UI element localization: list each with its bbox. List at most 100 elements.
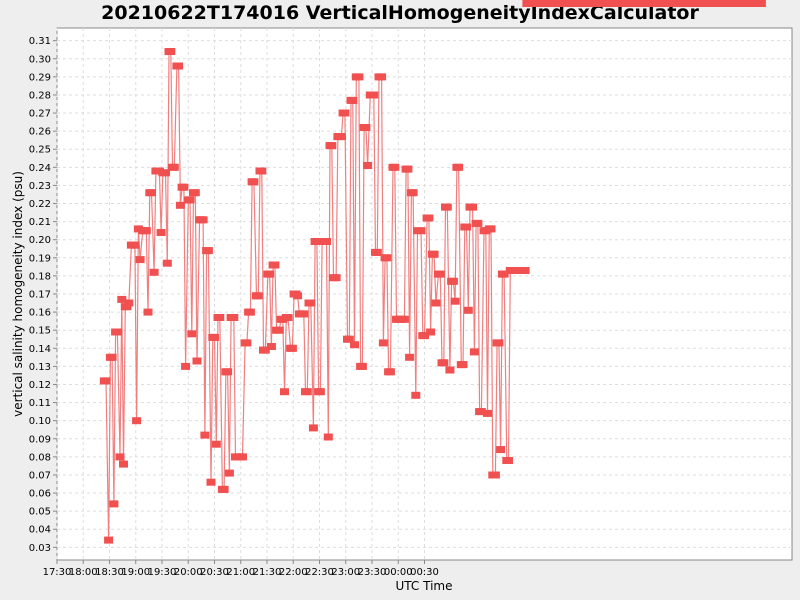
data-point [215, 314, 225, 321]
data-point [187, 330, 197, 338]
data-point [442, 203, 452, 211]
data-point [486, 225, 496, 233]
data-point [439, 359, 449, 367]
y-tick-label: 0.28 [29, 90, 51, 101]
y-tick-label: 0.11 [29, 398, 51, 409]
data-point [135, 256, 145, 264]
data-point [751, 0, 761, 7]
data-point [458, 361, 468, 369]
x-tick-label: 17:30 [43, 567, 72, 578]
data-point [416, 227, 426, 235]
data-point [377, 73, 387, 81]
data-point [117, 295, 127, 303]
data-point [107, 353, 117, 361]
data-point [302, 388, 312, 396]
data-point [390, 163, 400, 171]
y-tick-label: 0.25 [29, 145, 51, 156]
data-point [306, 299, 316, 307]
y-tick-label: 0.16 [29, 308, 51, 319]
y-tick-label: 0.24 [29, 163, 51, 174]
data-point [161, 169, 170, 177]
data-point [200, 431, 210, 439]
y-tick-label: 0.10 [29, 416, 51, 427]
data-point [122, 303, 132, 311]
data-point [149, 268, 159, 276]
data-point [179, 183, 189, 191]
data-point [403, 165, 413, 173]
data-point [408, 189, 418, 197]
data-point [249, 178, 259, 186]
data-point [378, 339, 388, 347]
data-point [469, 348, 479, 356]
x-tick-label: 21:30 [253, 567, 282, 578]
y-tick-label: 0.03 [29, 543, 51, 554]
y-tick-label: 0.20 [29, 235, 51, 246]
data-point [494, 339, 504, 347]
data-point [445, 366, 455, 374]
data-point [322, 238, 331, 245]
y-tick-label: 0.06 [29, 489, 51, 500]
data-point [354, 73, 364, 81]
data-point [369, 91, 379, 99]
data-point [411, 391, 421, 399]
data-point [405, 353, 415, 361]
y-axis-label: vertical salinity homogeneity index (psu… [11, 171, 25, 417]
y-tick-label: 0.09 [29, 434, 51, 445]
x-tick-label: 18:00 [69, 567, 98, 578]
data-point [468, 203, 478, 211]
data-point [463, 306, 473, 314]
x-tick-label: 20:30 [200, 567, 229, 578]
data-point [119, 460, 128, 468]
data-point [109, 500, 119, 508]
data-point [192, 357, 202, 365]
y-tick-label: 0.18 [29, 271, 51, 282]
data-point [257, 167, 267, 175]
data-point [431, 299, 441, 307]
data-point [124, 299, 134, 307]
x-axis-label: UTC Time [396, 579, 453, 593]
y-tick-label: 0.13 [29, 362, 51, 373]
data-point [299, 310, 309, 318]
x-tick-label: 00:30 [410, 567, 439, 578]
data-point [166, 48, 176, 55]
x-tick-label: 00:00 [384, 567, 413, 578]
data-point [156, 229, 166, 236]
data-point [426, 328, 436, 336]
y-tick-label: 0.07 [29, 470, 51, 481]
data-point [350, 341, 359, 349]
data-point [112, 328, 122, 336]
data-point [361, 124, 371, 131]
y-tick-label: 0.14 [29, 344, 51, 355]
data-point [260, 346, 270, 354]
y-tick-label: 0.23 [29, 181, 51, 192]
data-point [435, 270, 445, 278]
data-point [141, 227, 151, 235]
data-point [253, 292, 263, 300]
y-tick-label: 0.29 [29, 72, 51, 83]
data-point [219, 485, 229, 493]
data-point [245, 308, 255, 316]
y-tick-label: 0.30 [29, 54, 51, 65]
data-point [270, 261, 280, 269]
y-tick-label: 0.15 [29, 326, 51, 337]
y-tick-label: 0.27 [29, 109, 51, 120]
x-tick-label: 22:00 [279, 567, 308, 578]
data-point [344, 335, 354, 343]
data-point [756, 0, 766, 7]
data-point [420, 332, 429, 340]
data-point [340, 109, 350, 117]
data-point [496, 446, 506, 454]
x-tick-label: 20:00 [174, 567, 203, 578]
data-point [266, 343, 276, 350]
data-point [242, 339, 252, 347]
data-point [741, 0, 751, 7]
data-point [104, 536, 114, 544]
x-tick-label: 21:00 [226, 567, 255, 578]
series-points [99, 0, 766, 544]
data-point [448, 277, 458, 285]
data-point [312, 238, 322, 245]
y-tick-label: 0.21 [29, 217, 51, 228]
data-point [385, 368, 395, 376]
data-point [308, 424, 318, 432]
data-point [280, 388, 289, 396]
